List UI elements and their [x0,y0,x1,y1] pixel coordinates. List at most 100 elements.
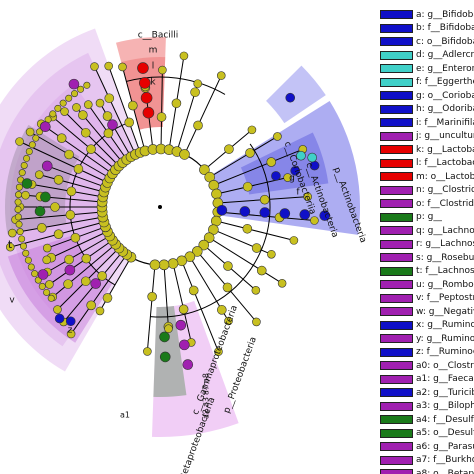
tree-node [149,259,161,271]
tree-node [42,255,52,265]
tree-node [80,127,91,138]
tree-node [147,291,157,302]
legend-swatch [380,428,413,438]
tree-branch [39,174,105,193]
tree-node [251,243,262,253]
legend-label: a1: g__Faecalibacterium [416,374,474,385]
legend-item: v: f__Peptostreptococcaceae [380,292,474,306]
legend-swatch [380,212,413,222]
legend-swatch [380,361,413,371]
legend-swatch [380,280,413,290]
legend-label: a7: f__Burkholderiaceae [416,455,474,466]
tree-arc [69,121,130,286]
legend-item: a3: g__Bilophila [380,400,474,414]
firmicutes-node [68,78,80,90]
tree-branch [40,123,113,175]
legend-swatch [380,172,413,182]
legend-swatch [380,158,413,168]
legend-label: k: g__Lactobacillus [416,144,474,155]
legend-label: s: g__Roseburia [416,252,474,263]
clade-letter-bacilli: k [150,78,156,88]
legend-item: a7: f__Burkholderiaceae [380,454,474,468]
legend-item: x: g__Ruminococcus [380,319,474,333]
tree-branch [146,264,156,352]
tree-branch [216,220,295,241]
legend-item: n: g__Clostridium [380,184,474,198]
legend-label: a6: g__Parasutterella [416,441,474,452]
gammaproteobacteria-shade [153,306,187,398]
tree-node [102,293,113,303]
legend-item: c: o__Bifidobacteriales [380,35,474,49]
legend-swatch [380,442,413,452]
legend-swatch [380,77,413,87]
legend-swatch [380,415,413,425]
tree-node [128,100,138,111]
proteobacteria-node [179,339,190,351]
legend-swatch [380,23,413,33]
tree-node [164,324,173,334]
actinobacteria-node [239,206,251,217]
lachnospiraceae-node [34,205,46,217]
tree-node [66,329,76,339]
tree-node [252,317,261,327]
tree-node [256,265,267,276]
legend-item: q: g__Lachnospira [380,224,474,238]
tree-node [277,279,287,288]
tree-node [73,164,84,174]
tree-branch [12,216,103,234]
legend-swatch [380,91,413,101]
tree-node [193,79,203,88]
tree-node [25,127,35,137]
eggerthellaceae-node [307,152,317,163]
tree-node [97,271,107,281]
tree-node [23,154,31,162]
marinifilaceae-shade [266,65,326,124]
tree-node [245,148,255,158]
tree-node [53,305,62,314]
legend-label: a4: f__Desulfovibrionaceae [416,414,474,425]
legend-item: a4: f__Desulfovibrionaceae [380,413,474,427]
tree-node [171,98,182,109]
clade-letter-bottom: a2 [202,409,211,419]
legend-item: t: f__Lachnospiraceae [380,265,474,279]
tree-node [15,220,23,228]
tree-node [158,259,170,271]
actinobacteria-node [319,210,331,221]
clade-letter-bacilli: m [149,46,158,56]
legend-label: a3: g__Bilophila [416,401,474,412]
legend-swatch [380,185,413,195]
eggerthellaceae-node [296,150,306,161]
legend-swatch [380,293,413,303]
tree-node [54,104,62,112]
legend-swatch [380,145,413,155]
legend-swatch [380,253,413,263]
tree-node [156,112,167,122]
clade-letter-actino: g [289,174,295,184]
tree-node [102,111,113,121]
tree-node [80,276,91,287]
legend-swatch [380,266,413,276]
tree-node [64,254,74,265]
tree-node [36,128,44,136]
lachnospiraceae-node [21,178,33,189]
tree-node [178,304,189,315]
legend-label: f: f__Eggerthellaceae [416,77,474,88]
legend-label: a0: o__Clostridiales [416,360,474,371]
tree-branch [213,148,303,186]
actinobacteria-node [259,207,271,218]
tree-branch [163,264,170,329]
legend-label: v: f__Peptostreptococcaceae [416,293,474,304]
clade-letter-bottom: a3 [202,397,211,407]
tree-branch [52,243,116,298]
tree-node [211,188,222,200]
legend-swatch [380,469,413,474]
actinobacteria-node [216,204,228,216]
clade-letter-bottom: a7 [202,385,211,395]
tree-node [251,286,261,295]
tree-node [188,285,199,296]
tree-node [24,256,32,264]
legend-swatch [380,455,413,465]
tree-branch [181,260,219,352]
tree-node [118,62,127,72]
tree-node [50,202,60,212]
